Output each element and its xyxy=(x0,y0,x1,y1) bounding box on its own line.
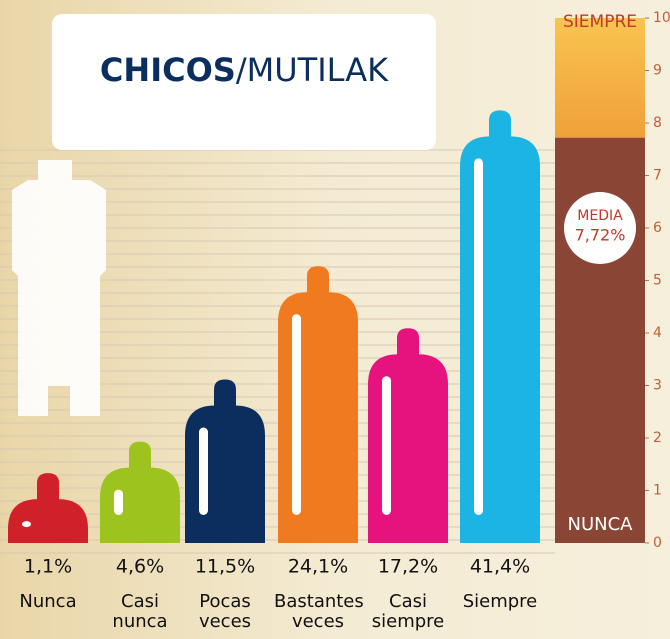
value-label: 41,4% xyxy=(470,556,530,578)
chart-title: CHICOS/MUTILAK xyxy=(100,51,389,89)
scale-top xyxy=(555,18,645,138)
bar xyxy=(278,266,358,543)
title-bold: CHICOS xyxy=(100,51,236,89)
bar-highlight xyxy=(292,314,301,515)
scale-top-label: SIEMPRE xyxy=(563,12,637,32)
category-label: Casi nunca xyxy=(96,592,184,632)
bar-highlight xyxy=(199,428,208,516)
y-tick-label: 9 xyxy=(653,63,662,79)
value-label: 11,5% xyxy=(195,556,255,578)
y-tick-label: 7 xyxy=(653,168,662,184)
y-tick-label: 2 xyxy=(653,430,662,446)
y-tick-label: 8 xyxy=(653,115,662,131)
mean-label: MEDIA xyxy=(577,208,623,224)
scale-bottom-label: NUNCA xyxy=(568,514,634,535)
value-label: 4,6% xyxy=(116,556,164,578)
mean-value-label: 7,72% xyxy=(575,226,626,245)
infographic: CHICOS/MUTILAK 0 1 2 3 4 5 6 7 8 9 10 SIEMPRE NUNCA M… xyxy=(0,0,670,639)
bar xyxy=(460,110,540,543)
y-tick-label: 5 xyxy=(653,273,662,289)
category-label: Casi siempre xyxy=(364,592,452,632)
category-label: Siempre xyxy=(456,592,544,612)
y-tick-label: 6 xyxy=(653,220,662,236)
y-tick-label: 1 xyxy=(653,483,662,499)
bar-highlight xyxy=(382,376,391,515)
y-tick-label: 10 xyxy=(653,10,670,26)
bar-highlight xyxy=(22,521,31,527)
chart: CHICOS/MUTILAK 0 1 2 3 4 5 6 7 8 9 10 SIEMPRE NUNCA M… xyxy=(0,0,670,639)
bar xyxy=(368,328,448,543)
bar-highlight xyxy=(474,158,483,515)
person-silhouette xyxy=(12,160,106,416)
value-label: 17,2% xyxy=(378,556,438,578)
bar-highlight xyxy=(114,490,123,515)
category-label: Pocas veces xyxy=(181,592,269,632)
category-label: Nunca xyxy=(4,592,92,612)
value-label: 24,1% xyxy=(288,556,348,578)
y-tick-label: 4 xyxy=(653,325,662,341)
category-label: Bastantes veces xyxy=(274,592,362,632)
y-tick-label: 0 xyxy=(653,535,662,551)
title-rest: /MUTILAK xyxy=(236,51,389,89)
value-label: 1,1% xyxy=(24,556,72,578)
y-tick-label: 3 xyxy=(653,378,662,394)
